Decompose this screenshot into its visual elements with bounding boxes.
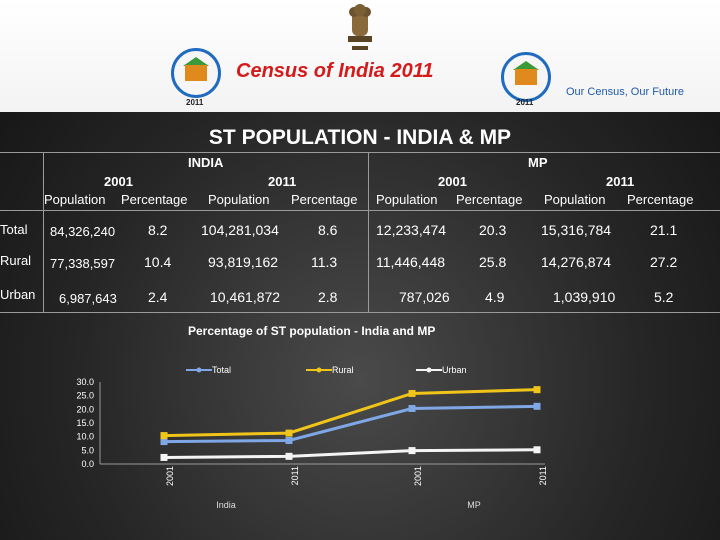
table-cell: 15,316,784 — [541, 222, 612, 238]
y-tick-label: 10.0 — [76, 432, 94, 442]
table-cell: 4.9 — [485, 289, 505, 305]
series-line — [163, 404, 538, 444]
census-logo-icon — [171, 48, 221, 98]
table-cell: 20.3 — [479, 222, 507, 238]
column-header: Population — [44, 192, 106, 207]
census-logo-icon — [501, 52, 551, 102]
table-rule — [43, 152, 44, 312]
row-label: Urban — [0, 287, 36, 302]
data-point — [533, 402, 541, 410]
chart-title: Percentage of ST population - India and … — [188, 324, 436, 338]
logo-year-right: 2011 — [516, 98, 534, 107]
table-cell: 84,326,240 — [50, 224, 116, 239]
data-point — [408, 447, 416, 455]
table-cell: 2.4 — [148, 289, 168, 305]
table-cell: 787,026 — [399, 289, 450, 305]
table-cell: 8.2 — [148, 222, 168, 238]
table-cell: 1,039,910 — [553, 289, 616, 305]
table-cell: 104,281,034 — [201, 222, 279, 238]
data-point — [285, 452, 293, 460]
row-label: Rural — [0, 253, 32, 268]
year-header: 2011 — [606, 174, 635, 189]
table-rule — [0, 152, 720, 153]
x-tick-label: 2001 — [413, 466, 423, 486]
slide-title: ST POPULATION - INDIA & MP — [208, 126, 512, 149]
table-cell: 2.8 — [318, 289, 338, 305]
table-cell: 21.1 — [650, 222, 678, 238]
column-header: Population — [376, 192, 438, 207]
column-header: Population — [544, 192, 606, 207]
table-rule — [0, 210, 720, 211]
y-tick-label: 0.0 — [81, 459, 94, 469]
series-line — [163, 448, 538, 459]
series-line — [163, 388, 538, 438]
header-banner: 2011 2011 Census of India 2011 Our Censu… — [0, 0, 720, 112]
data-point — [285, 436, 293, 444]
row-label: Total — [0, 222, 28, 237]
legend-label: Urban — [442, 365, 467, 375]
census-title: Census of India 2011 — [236, 60, 434, 82]
y-tick-label: 25.0 — [76, 391, 94, 401]
data-point — [160, 453, 168, 461]
y-tick-label: 15.0 — [76, 418, 94, 428]
data-point — [160, 432, 168, 440]
year-header: 2011 — [268, 174, 297, 189]
table-rule — [368, 152, 369, 312]
x-tick-label: 2001 — [165, 466, 175, 486]
x-tick-label: 2011 — [538, 466, 548, 485]
year-header: 2001 — [438, 174, 467, 189]
table-cell: 12,233,474 — [376, 222, 447, 238]
legend-marker — [316, 367, 322, 373]
table-cell: 27.2 — [650, 254, 678, 270]
national-emblem-icon — [348, 4, 372, 50]
group-header-mp: MP — [528, 155, 548, 170]
column-header: Percentage — [456, 192, 523, 207]
table-cell: 10,461,872 — [210, 289, 281, 305]
column-header: Population — [208, 192, 270, 207]
legend-marker — [426, 367, 432, 373]
data-point — [533, 446, 541, 454]
data-point — [408, 389, 416, 397]
table-cell: 25.8 — [479, 254, 507, 270]
table-cell: 93,819,162 — [208, 254, 279, 270]
data-point — [408, 405, 416, 413]
legend-label: Rural — [332, 365, 354, 375]
table-cell: 6,987,643 — [59, 291, 117, 306]
table-cell: 14,276,874 — [541, 254, 612, 270]
column-header: Percentage — [291, 192, 358, 207]
tagline: Our Census, Our Future — [566, 86, 684, 98]
table-cell: 8.6 — [318, 222, 338, 238]
table-cell: 10.4 — [144, 254, 172, 270]
y-tick-label: 30.0 — [76, 377, 94, 387]
table-rule — [0, 312, 720, 313]
x-tick-label: 2011 — [290, 466, 300, 485]
column-header: Percentage — [121, 192, 188, 207]
table-cell: 77,338,597 — [50, 256, 116, 271]
legend-label: Total — [212, 365, 231, 375]
legend-marker — [196, 367, 202, 373]
group-header-india: INDIA — [188, 155, 224, 170]
data-point — [533, 386, 541, 394]
x-group-label: India — [216, 500, 236, 510]
table-cell: 5.2 — [654, 289, 674, 305]
data-point — [160, 438, 168, 446]
column-header: Percentage — [627, 192, 694, 207]
year-header: 2001 — [104, 174, 133, 189]
x-group-label: MP — [467, 500, 481, 510]
table-cell: 11.3 — [311, 254, 338, 270]
logo-year-left: 2011 — [186, 98, 204, 107]
y-tick-label: 20.0 — [76, 404, 94, 414]
data-point — [285, 429, 293, 437]
table-cell: 11,446,448 — [376, 254, 446, 270]
y-tick-label: 5.0 — [81, 445, 94, 455]
